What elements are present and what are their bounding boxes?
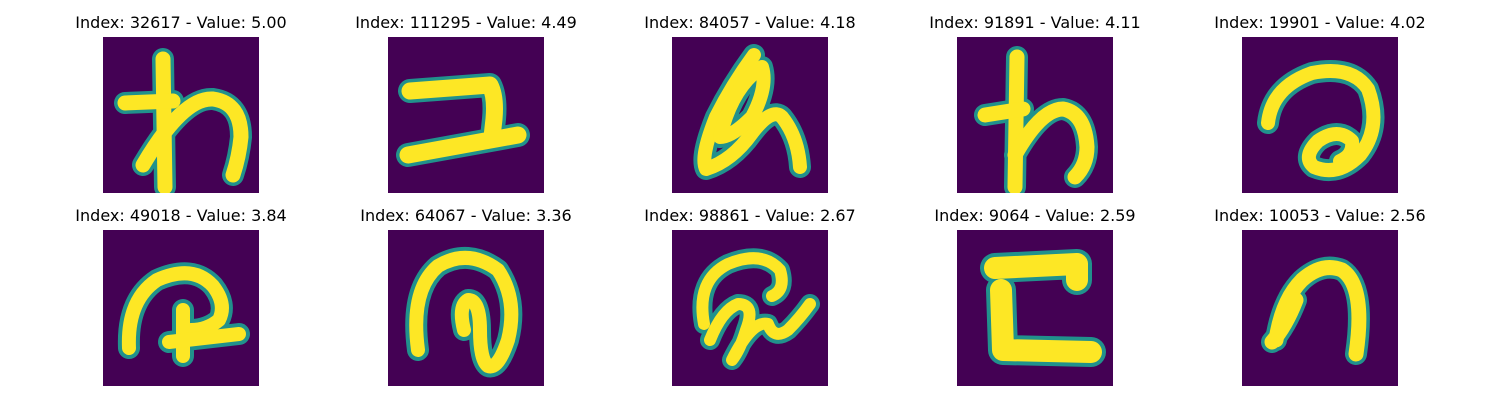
glyph-image [957,37,1113,193]
a-icon [672,37,828,193]
glyph-image [388,230,544,386]
glyph-image [672,230,828,386]
panel-title: Index: 49018 - Value: 3.84 [75,206,287,225]
glyph-image [103,37,259,193]
ru-icon [388,230,544,386]
panel-title: Index: 111295 - Value: 4.49 [355,13,577,32]
ko-icon [957,230,1113,386]
n-icon [1242,230,1398,386]
panel-title: Index: 10053 - Value: 2.56 [1214,206,1426,225]
panel-title: Index: 98861 - Value: 2.67 [644,206,856,225]
panel-title: Index: 19901 - Value: 4.02 [1214,13,1426,32]
a-icon [672,230,828,386]
glyph-image [672,37,828,193]
ro-icon [1242,37,1398,193]
panel-title: Index: 32617 - Value: 5.00 [75,13,287,32]
ko-icon [388,37,544,193]
glyph-image [957,230,1113,386]
ru-icon [103,230,259,386]
panel-title: Index: 9064 - Value: 2.59 [934,206,1136,225]
panel-title: Index: 84057 - Value: 4.18 [644,13,856,32]
panel-title: Index: 91891 - Value: 4.11 [929,13,1141,32]
glyph-image [388,37,544,193]
wa-icon [957,37,1113,193]
panel-title: Index: 64067 - Value: 3.36 [360,206,572,225]
glyph-image [103,230,259,386]
glyph-image [1242,230,1398,386]
wa-icon [103,37,259,193]
glyph-image [1242,37,1398,193]
